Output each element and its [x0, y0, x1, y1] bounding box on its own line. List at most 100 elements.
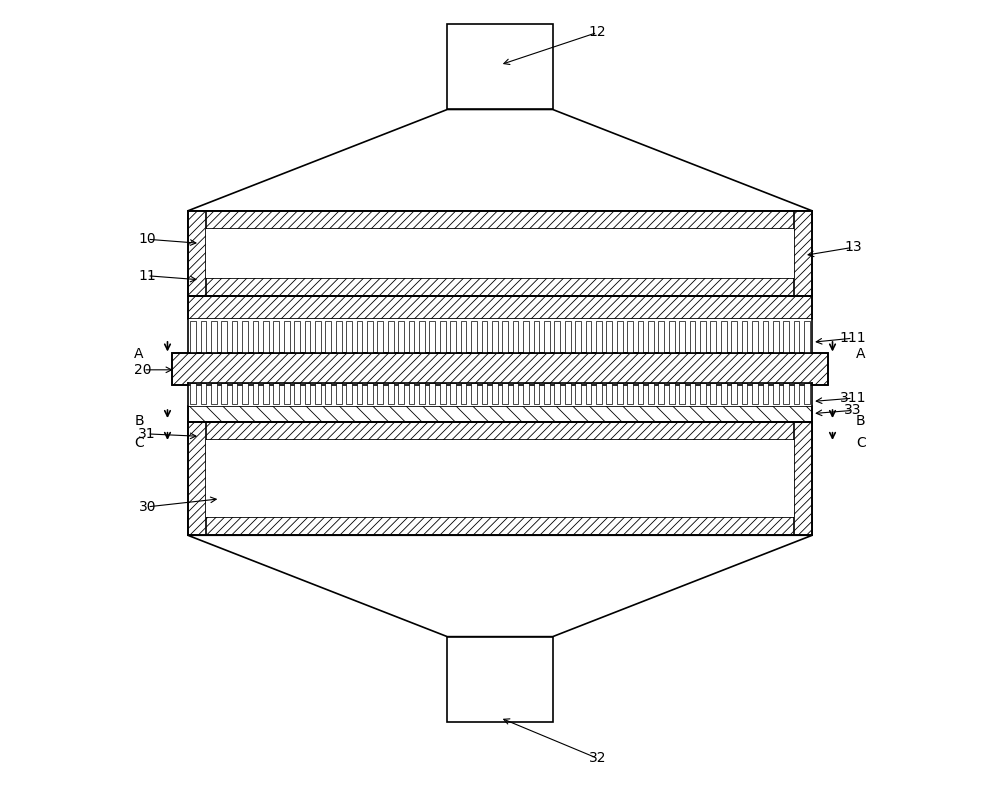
Bar	[794, 321, 799, 353]
Bar	[565, 321, 571, 353]
Bar	[419, 383, 425, 404]
Bar	[700, 383, 706, 404]
Bar	[429, 383, 435, 404]
Polygon shape	[188, 535, 812, 637]
Bar	[804, 383, 810, 404]
Bar	[783, 383, 789, 404]
Bar	[188, 211, 812, 229]
Bar	[679, 321, 685, 353]
Bar	[188, 422, 812, 440]
Bar	[253, 383, 258, 404]
Bar	[513, 383, 518, 404]
Bar	[188, 278, 812, 296]
Bar	[794, 422, 812, 535]
Bar	[575, 321, 581, 353]
Text: 12: 12	[589, 25, 606, 40]
Bar	[731, 383, 737, 404]
Bar	[325, 383, 331, 404]
Bar	[710, 321, 716, 353]
Bar	[263, 321, 269, 353]
Bar	[742, 383, 747, 404]
Bar	[346, 383, 352, 404]
Bar	[554, 321, 560, 353]
Bar	[690, 321, 695, 353]
Bar	[206, 229, 794, 278]
Bar	[263, 383, 269, 404]
Bar	[242, 383, 248, 404]
Bar	[763, 383, 768, 404]
Bar	[211, 383, 217, 404]
Bar	[201, 321, 206, 353]
Bar	[211, 321, 217, 353]
Text: 13: 13	[844, 240, 862, 255]
Text: C: C	[856, 436, 866, 450]
Text: 10: 10	[138, 232, 156, 247]
Bar	[294, 383, 300, 404]
Bar	[305, 383, 310, 404]
Bar	[482, 321, 487, 353]
Text: 111: 111	[839, 331, 866, 345]
Bar	[388, 321, 394, 353]
Bar	[721, 321, 727, 353]
Bar	[305, 321, 310, 353]
Text: 11: 11	[138, 268, 156, 283]
Bar	[190, 321, 196, 353]
Bar	[450, 321, 456, 353]
Bar	[731, 321, 737, 353]
Bar	[440, 383, 446, 404]
Bar	[357, 321, 362, 353]
Text: 33: 33	[844, 403, 862, 418]
Bar	[377, 321, 383, 353]
Bar	[429, 321, 435, 353]
Bar	[201, 383, 206, 404]
Bar	[596, 321, 602, 353]
Bar	[752, 321, 758, 353]
Bar	[492, 321, 498, 353]
Bar	[273, 383, 279, 404]
Bar	[763, 321, 768, 353]
Bar	[409, 383, 414, 404]
Bar	[447, 24, 553, 109]
Bar	[172, 353, 828, 385]
Bar	[188, 383, 812, 406]
Bar	[325, 321, 331, 353]
Bar	[188, 422, 812, 535]
Bar	[669, 383, 675, 404]
Bar	[398, 383, 404, 404]
Bar	[242, 321, 248, 353]
Bar	[188, 211, 206, 296]
Bar	[638, 383, 643, 404]
Bar	[419, 321, 425, 353]
Text: A: A	[856, 347, 866, 362]
Bar	[586, 321, 591, 353]
Bar	[773, 321, 779, 353]
Bar	[206, 440, 794, 517]
Bar	[188, 211, 812, 296]
Bar	[492, 383, 498, 404]
Text: 311: 311	[840, 391, 866, 406]
Bar	[638, 321, 643, 353]
Text: A: A	[134, 347, 144, 362]
Bar	[544, 321, 550, 353]
Bar	[783, 321, 789, 353]
Bar	[606, 321, 612, 353]
Bar	[336, 383, 342, 404]
Bar	[596, 383, 602, 404]
Bar	[232, 321, 237, 353]
Bar	[648, 321, 654, 353]
Bar	[658, 383, 664, 404]
Bar	[221, 383, 227, 404]
Text: C: C	[134, 436, 144, 450]
Bar	[471, 383, 477, 404]
Bar	[315, 383, 321, 404]
Text: B: B	[856, 414, 866, 428]
Bar	[804, 321, 810, 353]
Bar	[471, 321, 477, 353]
Bar	[461, 383, 466, 404]
Bar	[513, 321, 518, 353]
Bar	[253, 321, 258, 353]
Bar	[523, 383, 529, 404]
Bar	[346, 321, 352, 353]
Bar	[409, 321, 414, 353]
Bar	[447, 637, 553, 722]
